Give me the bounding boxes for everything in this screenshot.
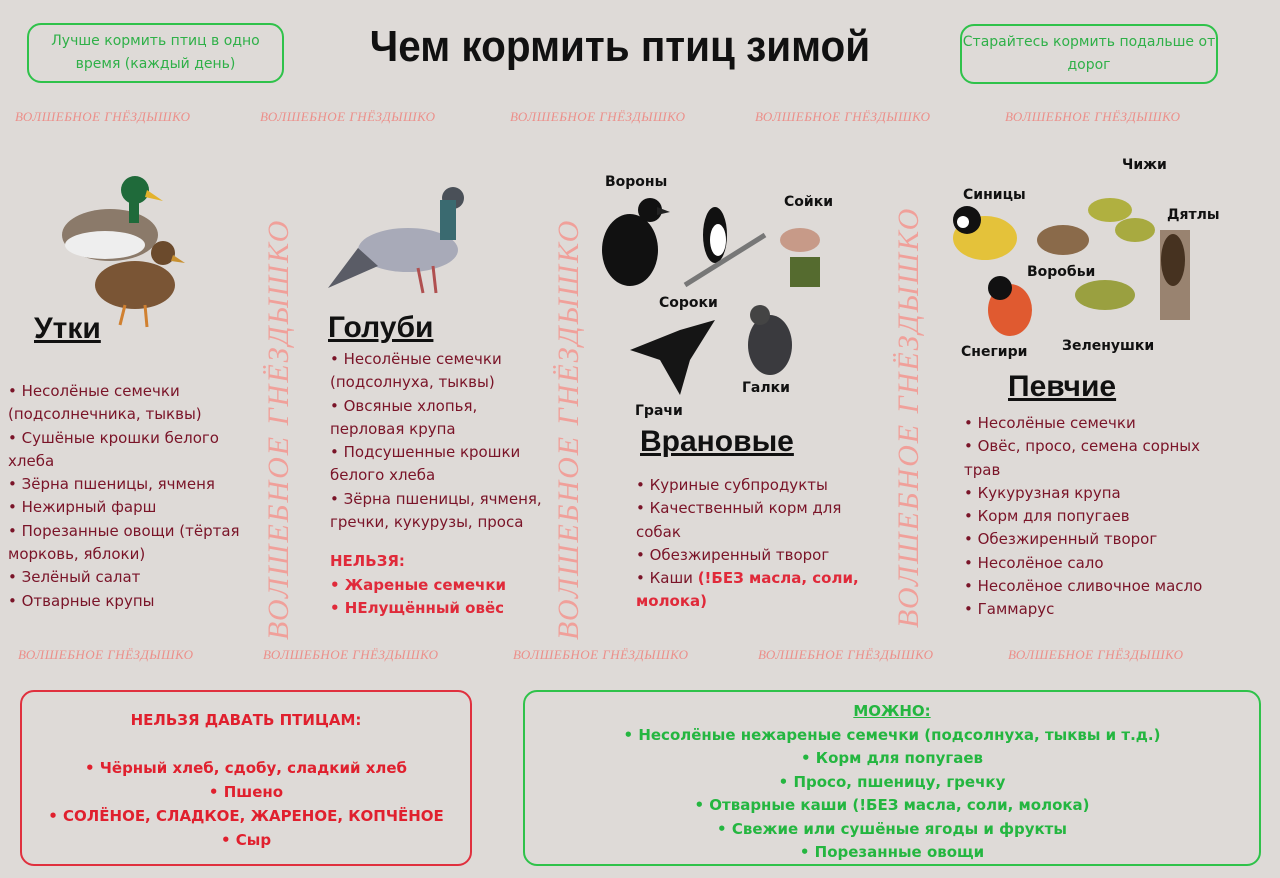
watermark: ВОЛШЕБНОЕ ГНЁЗДЫШКО [1005,109,1181,124]
label-jays: Сойки [784,194,834,210]
label-bullfinches: Снегири [961,344,1028,360]
forbidden-title: НЕЛЬЗЯ ДАВАТЬ ПТИЦАМ: [130,711,362,729]
heading-corvids: Врановые [640,425,794,458]
songbirds-food-list: • Несолёные семечки • Овёс, просо, семен… [964,412,1234,622]
list-item: • Овсяные хлопья, перловая крупа [330,396,478,438]
watermark: ВОЛШЕБНОЕ ГНЁЗДЫШКО [510,109,686,124]
list-item: • Качественный корм для собак [636,499,842,541]
rook-jackdaw-illustration [630,305,792,395]
list-item: • Просо, пшеницу, гречку [778,772,1006,791]
allowed-title: МОЖНО: [853,702,931,720]
duck-illustration [62,176,185,328]
allowed-box: МОЖНО: • Несолёные нежареные семечки (по… [523,690,1261,866]
list-item: • Зелёный салат [8,568,141,587]
list-item: • Чёрный хлеб, сдобу, сладкий хлеб [84,759,408,777]
list-item: • Порезанные овощи (тёртая морковь, ябло… [8,521,240,564]
label-rooks: Грачи [635,403,683,419]
list-item: • Корм для попугаев [964,507,1130,526]
list-item: • Отварные каши (!БЕЗ масла, соли, молок… [694,796,1090,814]
label-magpies: Сороки [659,295,718,311]
heading-songbirds: Певчие [1008,370,1117,403]
list-item: • Жареные семечки [330,575,507,594]
heading-pigeons: Голуби [328,311,434,344]
label-siskins: Чижи [1122,157,1167,173]
list-item: • Сушёные крошки белого хлеба [8,428,219,470]
list-item: • Овёс, просо, семена сорных трав [964,437,1201,479]
list-item: • Корм для попугаев [801,749,983,767]
watermark-vertical: ВОЛШЕБНОЕ ГНЁЗДЫШКО [262,218,295,640]
pigeons-forbidden-label: НЕЛЬЗЯ: [330,552,405,571]
label-tits: Синицы [963,187,1026,203]
forbidden-box: НЕЛЬЗЯ ДАВАТЬ ПТИЦАМ: • Чёрный хлеб, сдо… [20,690,472,866]
list-item: • Несолёные семечки (подсолнуха, тыквы) [330,350,502,392]
watermark: ВОЛШЕБНОЕ ГНЁЗДЫШКО [758,647,934,662]
list-item: • Каши (!БЕЗ масла, соли, молока) [636,569,859,611]
list-item: • Обезжиренный творог [636,545,830,564]
label-woodpeckers: Дятлы [1167,207,1220,223]
list-item: • НЕлущённый овёс [330,598,505,617]
corvids-food-list: • Куриные субпродукты • Качественный кор… [636,474,871,614]
list-item: • Несолёное сало [964,553,1104,572]
list-item: • Гаммарус [964,600,1055,619]
ducks-food-list: • Несолёные семечки (подсолнечника, тыкв… [8,380,253,613]
watermark: ВОЛШЕБНОЕ ГНЁЗДЫШКО [1008,647,1184,662]
pigeons-food-list: • Несолёные семечки (подсолнуха, тыквы) … [330,348,555,620]
list-item: • Несолёные нежареные семечки (подсолнух… [623,725,1161,744]
watermark: ВОЛШЕБНОЕ ГНЁЗДЫШКО [263,647,439,662]
tip-right: Старайтесь кормить подальше от дорог [960,24,1218,84]
label-greenfinches: Зеленушки [1062,338,1155,354]
tip-left: Лучше кормить птиц в одно время (каждый … [27,23,284,83]
watermark-vertical: ВОЛШЕБНОЕ ГНЁЗДЫШКО [552,218,585,640]
list-item: • Кукурузная крупа [964,483,1121,502]
page-title: Чем кормить птиц зимой [369,22,871,71]
list-item: • СОЛЁНОЕ, СЛАДКОЕ, ЖАРЕНОЕ, КОПЧЁНОЕ [48,807,444,825]
list-item: • Несолёные семечки [964,414,1136,432]
watermark: ВОЛШЕБНОЕ ГНЁЗДЫШКО [18,647,194,662]
crow-magpie-jay-illustration [602,198,820,288]
list-item: • Обезжиренный творог [964,530,1158,549]
label-crows: Вороны [605,174,668,190]
list-item: • Несолёные семечки (подсолнечника, тыкв… [8,382,202,424]
list-item: • Нежирный фарш [8,498,157,517]
heading-ducks: Утки [34,312,101,345]
list-item: • Пшено [208,783,284,801]
watermark: ВОЛШЕБНОЕ ГНЁЗДЫШКО [513,647,689,662]
warning-note: (!БЕЗ масла, соли, молока) [636,569,859,611]
list-item: • Зёрна пшеницы, ячменя [8,475,215,494]
watermark: ВОЛШЕБНОЕ ГНЁЗДЫШКО [260,109,436,124]
label-jackdaws: Галки [742,380,790,396]
list-item: • Отварные крупы [8,591,155,610]
list-item: • Свежие или сушёные ягоды и фрукты [717,819,1067,838]
list-item: • Сыр [220,831,272,849]
pigeon-illustration [328,187,464,294]
list-item: • Подсушенные крошки белого хлеба [330,443,521,485]
list-item: • Зёрна пшеницы, ячменя, гречки, кукуруз… [330,489,542,532]
songbirds-illustration [953,198,1190,336]
label-sparrows: Воробьи [1027,264,1096,280]
watermark: ВОЛШЕБНОЕ ГНЁЗДЫШКО [755,109,931,124]
watermark-vertical: ВОЛШЕБНОЕ ГНЁЗДЫШКО [892,206,925,628]
list-item: • Порезанные овощи [799,843,985,861]
list-item: • Куриные субпродукты [636,476,828,494]
watermark: ВОЛШЕБНОЕ ГНЁЗДЫШКО [15,109,191,124]
list-item: • Несолёное сливочное масло [964,577,1203,596]
